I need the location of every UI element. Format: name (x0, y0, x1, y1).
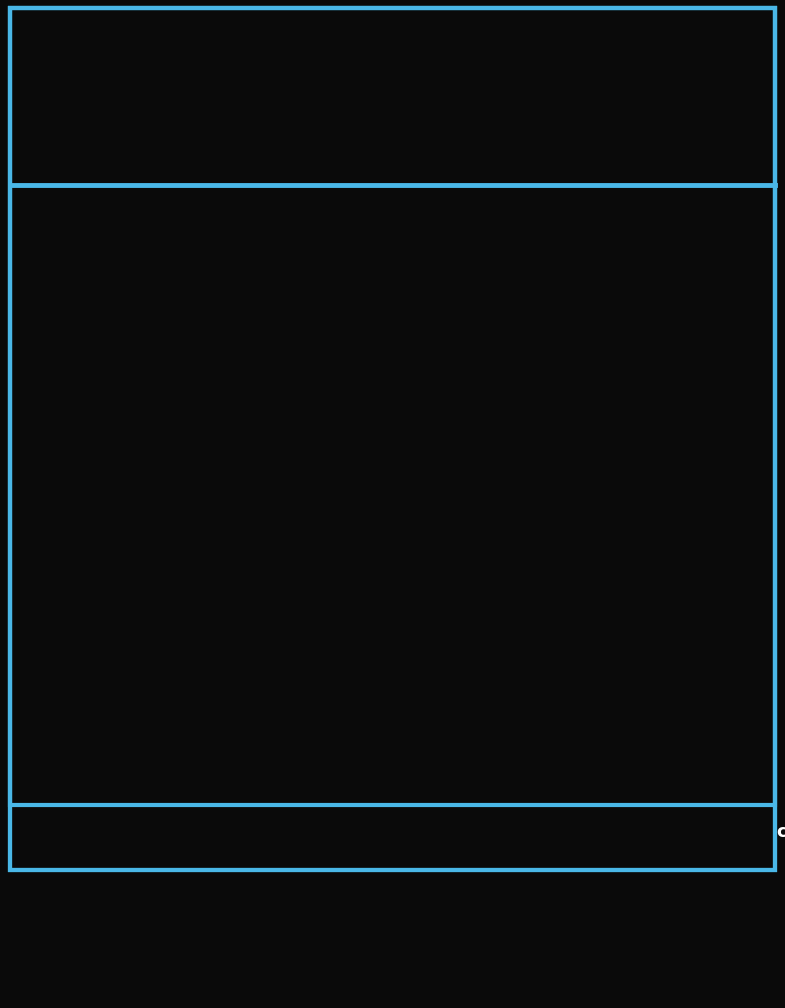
Text: (as AquaMin® & Calci-K® Calcium: (as AquaMin® & Calci-K® Calcium (71, 274, 384, 289)
Text: (Fruit) Extracts): (Fruit) Extracts) (20, 728, 163, 743)
Text: 1000mg: 1000mg (528, 496, 600, 510)
Text: 50mg: 50mg (550, 720, 600, 735)
Text: 8%*: 8%* (725, 372, 760, 386)
Text: (as Calci-K® Calcium Potassium: (as Calci-K® Calcium Potassium (92, 362, 385, 377)
Text: Sodium: Sodium (20, 328, 87, 343)
Text: Servings Size: 1 Scoop (5.5g): Servings Size: 1 Scoop (5.5g) (22, 100, 319, 118)
Text: 200mg: 200mg (539, 675, 600, 690)
Text: 500mg: 500mg (539, 604, 600, 619)
Bar (10, 753, 775, 803)
Text: **: ** (743, 604, 760, 619)
Text: Acesulfame Potassium, FD&C Yellow #5.: Acesulfame Potassium, FD&C Yellow #5. (20, 845, 416, 863)
Text: (as TRAACS®): (as TRAACS®) (236, 639, 368, 654)
Text: Potassium Citrate: Potassium Citrate (20, 568, 182, 583)
Bar (10, 8, 775, 870)
Text: (as AquaMin® & TRAACS®: (as AquaMin® & TRAACS® (85, 414, 330, 429)
Text: Calcium Potassium Phosphate Citrate): Calcium Potassium Phosphate Citrate) (20, 240, 367, 255)
Text: Phosphorus: Phosphorus (20, 362, 126, 377)
Text: Supplement Facts: Supplement Facts (22, 17, 725, 84)
Text: **: ** (743, 720, 760, 735)
Text: Other Ingredients: Malic Acid, Natural & Artificial Flavors, Silicon Dioxide, Su: Other Ingredients: Malic Acid, Natural &… (20, 823, 785, 841)
Text: (Lithothamnion sp.): (Lithothamnion sp.) (243, 604, 428, 619)
Text: 50mg: 50mg (550, 372, 600, 386)
Text: **: ** (743, 496, 760, 510)
Text: **: ** (743, 531, 760, 546)
Text: Potassium: Potassium (20, 222, 114, 237)
Text: Amount Per Serving: Amount Per Serving (444, 192, 616, 207)
Text: 14%*: 14%* (714, 283, 760, 298)
Text: (as Potassium Citrate & Calci-K®: (as Potassium Citrate & Calci-K® (85, 222, 388, 237)
Text: Magnesium Bisglycinate Chelate: Magnesium Bisglycinate Chelate (20, 639, 314, 654)
Text: Potassium Phosphate Citrate): Potassium Phosphate Citrate) (20, 292, 290, 307)
Bar (10, 8, 775, 805)
Text: Calci-K®: Calci-K® (20, 531, 98, 546)
Text: Phosphate Citrate): Phosphate Citrate) (20, 380, 191, 395)
Text: 250mg: 250mg (539, 639, 600, 654)
Text: Taurine: Taurine (20, 496, 87, 510)
Text: 8%*: 8%* (725, 423, 760, 438)
Bar (10, 8, 775, 870)
Text: Senactiv®: Senactiv® (20, 710, 114, 725)
Text: %DV: %DV (715, 192, 755, 207)
Text: **: ** (743, 675, 760, 690)
Text: (Calcium Potassium Phosphate Citrate): (Calcium Potassium Phosphate Citrate) (78, 531, 437, 546)
Text: **: ** (743, 639, 760, 654)
Text: Aquamin® Natural Mineral Source: Aquamin® Natural Mineral Source (20, 604, 330, 619)
Text: 500mg: 500mg (539, 531, 600, 546)
Text: 500mg: 500mg (539, 568, 600, 583)
Text: (as Sodium Chloride): (as Sodium Chloride) (64, 328, 258, 343)
Text: Sodium Chloride: Sodium Chloride (20, 675, 169, 690)
Bar (10, 457, 775, 485)
Text: 80mg: 80mg (550, 328, 600, 343)
Text: Magnesium: Magnesium (20, 414, 123, 429)
Text: 182mg: 182mg (539, 283, 600, 298)
Text: Calcium: Calcium (20, 274, 91, 289)
Text: 3%*: 3%* (725, 328, 760, 343)
Text: SUPERHUMAN HYDRATION & PERFORMANCE: SUPERHUMAN HYDRATION & PERFORMANCE (20, 464, 400, 479)
Text: *Percent Daily Values are based on a 2,000 calorie diet.: *Percent Daily Values are based on a 2,0… (20, 761, 392, 774)
Text: Servings Per Container: 45: Servings Per Container: 45 (22, 135, 294, 153)
Text: **: ** (743, 568, 760, 583)
Text: 250mg: 250mg (539, 232, 600, 247)
Text: 6%*: 6%* (725, 232, 760, 247)
Text: 33mg: 33mg (550, 423, 600, 438)
Text: Magnesium Bisglycinate Chelate): Magnesium Bisglycinate Chelate) (20, 432, 321, 447)
Text: (Panax notoginseng (Root) & Rosa Roxburghii: (Panax notoginseng (Root) & Rosa Roxburg… (85, 710, 503, 725)
Text: **Daily Percent Value not established.: **Daily Percent Value not established. (20, 779, 274, 792)
